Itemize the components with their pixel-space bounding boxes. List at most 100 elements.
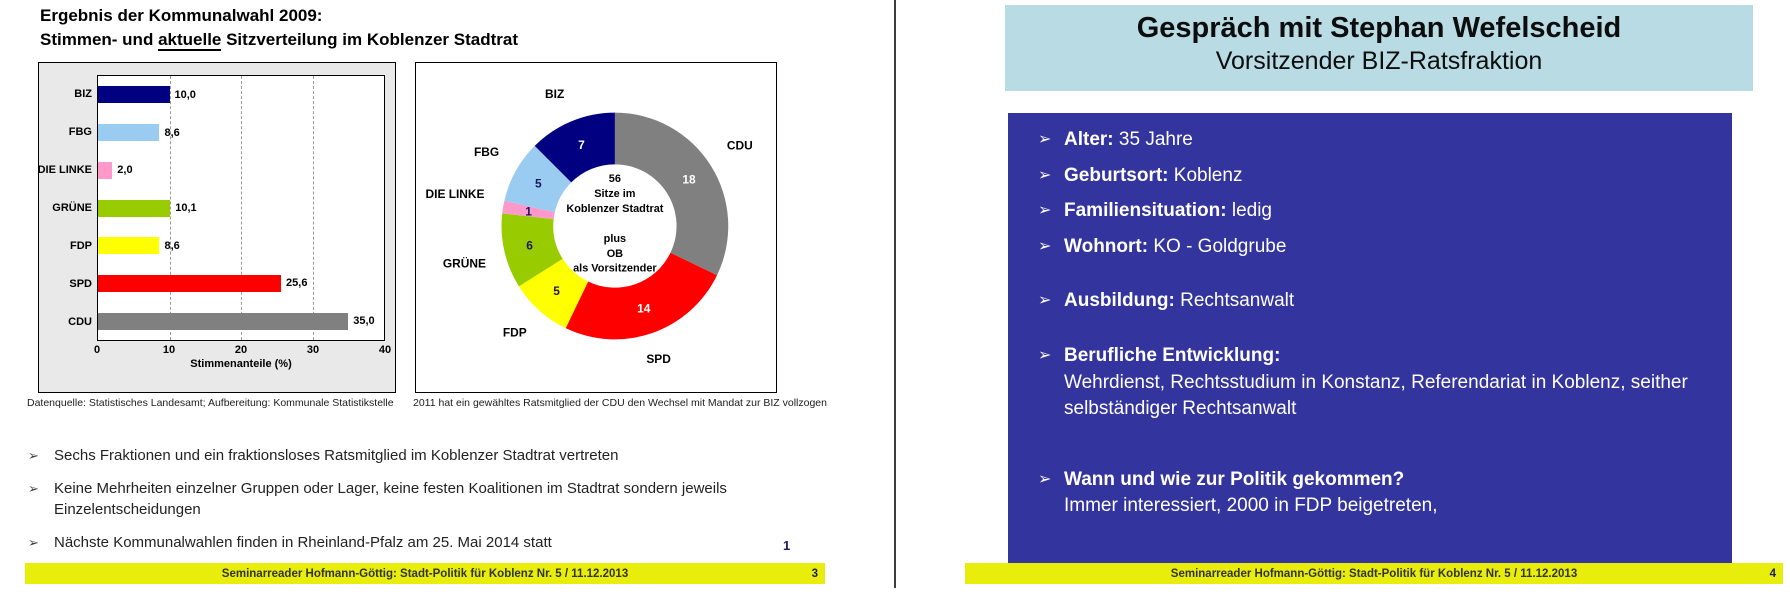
left-bullets: ➢ Sechs Fraktionen und ein fraktionsloses… — [28, 446, 803, 566]
donut-segment-value: 5 — [553, 284, 560, 298]
bar-chart-category-labels: BIZ FBG DIE LINKE GRÜNE FDP SPD CDU — [38, 75, 97, 341]
profile-item: ➢ Alter: 35 Jahre — [1038, 127, 1708, 154]
profile-panel: ➢ Alter: 35 Jahre ➢ Geburtsort: Koblenz ➢ Fam… — [1008, 113, 1732, 565]
donut-center-text: 56 — [609, 173, 621, 185]
bar-row: 2,0 — [98, 151, 384, 189]
donut-chart-panel: 18 CDU 14 SPD 5 FDP 6 GRÜNE 1 DIE LINKE 5 FBG 7 BIZ 56… — [415, 62, 777, 393]
donut-center-text: Koblenzer Stadtrat — [566, 203, 663, 215]
bar-chart-x-axis: 0 10 20 30 40 — [93, 341, 391, 358]
bar — [98, 237, 160, 255]
title-line2-suffix: Sitzverteilung im Koblenzer Stadtrat — [221, 29, 518, 49]
bar — [98, 161, 113, 179]
donut-center-text: Sitze im — [594, 188, 636, 200]
bullet-text: Sechs Fraktionen und ein fraktionsloses … — [54, 447, 619, 464]
bar-value-label: 8,6 — [164, 239, 180, 252]
bar — [98, 86, 170, 104]
arrow-bullet-icon: ➢ — [28, 481, 39, 497]
donut-segment-label: BIZ — [545, 87, 564, 101]
donut-segment-fbg — [504, 145, 572, 213]
donut-segment-label: DIE LINKE — [426, 187, 485, 201]
donut-segment-fdp — [518, 258, 589, 329]
profile-item: ➢ Berufliche Entwicklung: Wehrdienst, Rech… — [1038, 343, 1708, 423]
title-line2-underlined: aktuelle — [158, 29, 222, 51]
left-footer-bar: Seminarreader Hofmann-Göttig: Stadt-Poli… — [25, 563, 825, 584]
donut-segment-label: FDP — [503, 326, 527, 340]
profile-item-label: Wann und wie zur Politik gekommen? — [1064, 468, 1405, 490]
donut-segment-biz — [534, 112, 615, 183]
gridline — [241, 76, 242, 340]
right-slide-title: Gespräch mit Stephan Wefelscheid Vorsitz… — [1005, 5, 1753, 91]
slide-divider — [894, 0, 896, 588]
donut-segment-value: 7 — [578, 138, 585, 152]
left-title-line2: Stimmen- und aktuelle Sitzverteilung im … — [40, 28, 518, 52]
profile-item-detail: Wehrdienst, Rechtsstudium in Konstanz, R… — [1064, 371, 1688, 420]
donut-segment-label: SPD — [646, 352, 671, 366]
arrow-bullet-icon: ➢ — [28, 534, 39, 550]
x-axis-tick: 30 — [306, 344, 320, 356]
x-axis-tick: 20 — [234, 344, 248, 356]
bar-category-label: SPD — [69, 278, 92, 290]
profile-item-content: Wohnort: KO - Goldgrube — [1064, 235, 1287, 257]
donut-segment-label: GRÜNE — [443, 255, 486, 270]
bar-category-label: FDP — [70, 240, 92, 252]
profile-item-label: Ausbildung: — [1064, 290, 1175, 312]
profile-item: ➢ Wohnort: KO - Goldgrube — [1038, 234, 1708, 261]
right-footer-text: Seminarreader Hofmann-Göttig: Stadt-Poli… — [1170, 567, 1578, 580]
arrow-bullet-icon: ➢ — [1038, 346, 1052, 364]
profile-item-label: Geburtsort: — [1064, 164, 1169, 186]
bar-row: 8,6 — [98, 227, 384, 265]
bar — [98, 199, 171, 217]
profile-item-label: Berufliche Entwicklung: — [1064, 344, 1281, 366]
gridline — [312, 76, 314, 340]
bar-chart-plot: 10,0 8,6 2,0 10,1 8,6 25,6 35,0 — [97, 75, 385, 341]
arrow-bullet-icon: ➢ — [1038, 292, 1052, 310]
slide-corner-number: 1 — [783, 538, 791, 553]
profile-item-content: Geburtsort: Koblenz — [1064, 164, 1243, 186]
bar-value-label: 25,6 — [286, 277, 308, 290]
donut-segment-die-linke — [502, 200, 555, 220]
bar-category-label: GRÜNE — [52, 202, 92, 214]
donut-center-text: OB — [607, 248, 623, 260]
bar-value-label: 8,6 — [164, 126, 180, 139]
x-axis-tick: 40 — [378, 344, 392, 356]
bar-row: 8,6 — [98, 114, 384, 152]
donut-segment-value: 5 — [535, 177, 542, 191]
donut-segment-value: 18 — [682, 172, 696, 186]
left-slide-title: Ergebnis der Kommunalwahl 2009: Stimmen-… — [40, 4, 518, 52]
profile-item-content: Familiensituation: ledig — [1064, 200, 1272, 222]
profile-item: ➢ Geburtsort: Koblenz — [1038, 163, 1708, 190]
donut-segment-cdu — [614, 112, 729, 276]
x-axis-tick: 0 — [93, 344, 101, 356]
donut-segment-grüne — [501, 213, 563, 287]
arrow-bullet-icon: ➢ — [1038, 202, 1052, 220]
profile-item-content: Berufliche Entwicklung: Wehrdienst, Recht… — [1064, 343, 1708, 423]
bar — [98, 124, 160, 142]
bar-value-label: 35,0 — [353, 315, 375, 328]
profile-item-content: Ausbildung: Rechtsanwalt — [1064, 290, 1295, 312]
bullet-item: ➢ Nächste Kommunalwahlen finden in Rheinl… — [28, 533, 803, 553]
donut-center-text: als Vorsitzender — [573, 263, 657, 275]
arrow-bullet-icon: ➢ — [1038, 166, 1052, 184]
donut-segment-value: 14 — [637, 302, 651, 316]
bar-chart-panel: BIZ FBG DIE LINKE GRÜNE FDP SPD CDU 10,0 8,6 2,0… — [38, 62, 396, 393]
profile-item-label: Familiensituation: — [1064, 200, 1227, 222]
right-page-number: 4 — [1769, 567, 1776, 580]
bar-row: 25,6 — [98, 265, 384, 303]
bar-row: 10,0 — [98, 76, 384, 114]
donut-chart-note: 2011 hat ein gewähltes Ratsmitglied der … — [413, 397, 827, 409]
bar-row: 10,1 — [98, 189, 384, 227]
donut-center-text: plus — [604, 233, 626, 245]
bar-value-label: 2,0 — [117, 164, 133, 177]
right-footer-bar: Seminarreader Hofmann-Göttig: Stadt-Poli… — [965, 563, 1783, 584]
arrow-bullet-icon: ➢ — [28, 448, 39, 463]
x-axis-tick: 10 — [162, 344, 176, 356]
profile-item-content: Alter: 35 Jahre — [1064, 129, 1193, 150]
donut-segment-label: CDU — [727, 139, 753, 153]
bullet-item: ➢ Sechs Fraktionen und ein fraktionsloses… — [28, 446, 803, 466]
donut-segment-label: FBG — [474, 145, 499, 159]
left-title-line1: Ergebnis der Kommunalwahl 2009: — [40, 6, 323, 25]
left-footer-text: Seminarreader Hofmann-Göttig: Stadt-Poli… — [221, 567, 629, 580]
profile-item: ➢ Ausbildung: Rechtsanwalt — [1038, 288, 1708, 315]
bar-value-label: 10,0 — [174, 88, 196, 101]
